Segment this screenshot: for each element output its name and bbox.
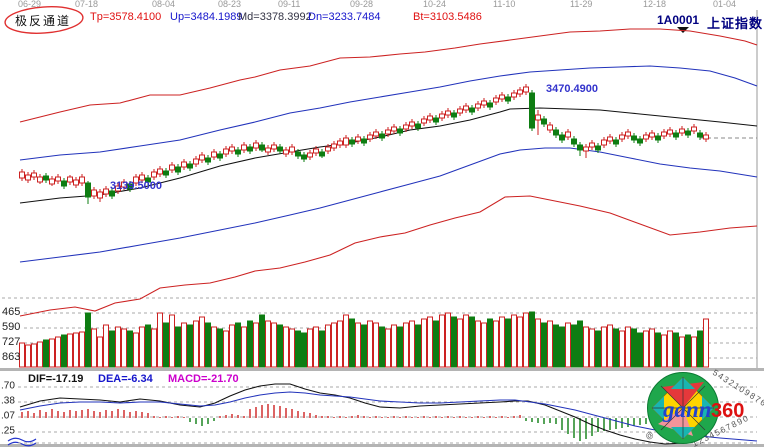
indicator-highlight-ellipse <box>4 6 84 34</box>
logo-brand-text: gann <box>662 397 712 422</box>
gridlines <box>2 137 757 444</box>
dea-line <box>19 391 758 442</box>
macd-histogram <box>21 404 707 441</box>
candlesticks <box>19 84 709 204</box>
channel-line-Dn <box>19 147 758 263</box>
channel-line-Md <box>19 107 758 204</box>
channel-lines <box>19 28 758 317</box>
channel-line-Up <box>19 65 758 161</box>
volume-macd-separator <box>0 368 764 371</box>
channel-line-Bt <box>19 195 758 317</box>
dif-line <box>19 383 686 445</box>
logo-at-sign: @ <box>644 429 656 441</box>
macd-lines <box>19 383 758 445</box>
bottom-border <box>0 444 764 447</box>
channel-line-Tp <box>19 28 758 123</box>
logo-star-lines <box>652 377 714 439</box>
gann360-logo: 5432109876 1234567890 @ gann 360 <box>644 367 764 447</box>
corner-scribble <box>7 437 37 443</box>
volume-bars <box>19 311 709 368</box>
logo-brand-suffix: 360 <box>711 400 744 422</box>
chart-frame <box>0 6 764 447</box>
corner-scribble <box>7 441 37 447</box>
